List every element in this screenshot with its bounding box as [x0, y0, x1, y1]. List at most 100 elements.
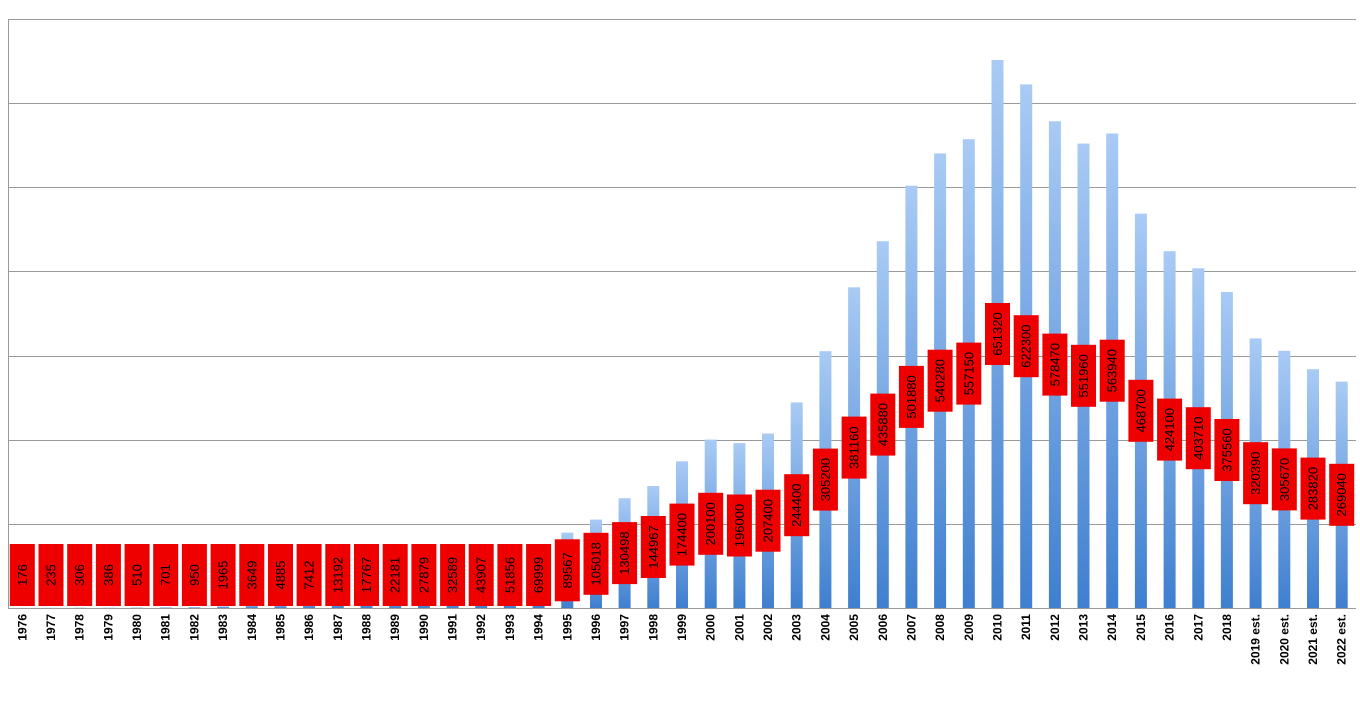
data-label-box	[1271, 448, 1297, 511]
x-tick-label: 1998	[646, 614, 660, 641]
data-label: 32589	[445, 557, 460, 593]
data-label: 69999	[531, 557, 546, 593]
data-label: 381160	[847, 426, 862, 468]
x-tick-label: 1995	[560, 614, 574, 641]
data-label-box	[382, 544, 408, 606]
data-label-box	[9, 544, 35, 606]
data-label: 130498	[617, 531, 632, 574]
x-tick-label: 1979	[101, 614, 115, 641]
x-tick-label: 1985	[274, 614, 288, 641]
data-label-box	[354, 544, 379, 606]
x-tick-label: 2022 est.	[1335, 614, 1349, 665]
data-label-box	[1071, 344, 1096, 407]
data-label: 7412	[302, 561, 317, 590]
data-label-box	[583, 532, 609, 595]
data-label-box	[181, 544, 207, 606]
data-label: 424100	[1162, 408, 1177, 451]
x-tick-label: 2006	[876, 614, 890, 641]
data-label: 435880	[875, 403, 890, 446]
x-tick-label: 1997	[618, 614, 632, 641]
data-label-box	[440, 544, 466, 606]
x-tick-label: 1991	[446, 614, 460, 641]
x-tick-label: 1999	[675, 614, 689, 641]
x-tick-label: 1988	[360, 614, 374, 641]
data-label: 386	[101, 564, 116, 586]
x-tick-label: 2013	[1077, 614, 1091, 641]
x-tick-label: 1983	[216, 614, 230, 641]
data-label: 43907	[474, 557, 489, 593]
x-tick-label: 2020 est.	[1277, 614, 1291, 665]
x-tick-label: 2021 est.	[1306, 614, 1320, 665]
x-tick-labels: 1976 1977 1978 1979 1980 1981 1982 1983 1984 1985…	[15, 614, 1348, 665]
x-tick-label: 2019 est.	[1249, 614, 1263, 665]
data-label-box	[268, 544, 293, 606]
data-label: 176	[15, 564, 30, 586]
data-label: 200100	[703, 502, 718, 545]
x-tick-label: 2001	[732, 614, 746, 641]
gridlines	[8, 19, 1356, 609]
data-label: 144967	[646, 525, 661, 568]
data-label-box	[296, 544, 322, 606]
data-label-box	[1099, 339, 1125, 402]
data-label-box	[554, 539, 580, 602]
data-label-box	[612, 522, 638, 585]
x-tick-label: 1980	[130, 614, 144, 641]
x-tick-label: 2015	[1134, 614, 1148, 641]
data-label: 651320	[990, 312, 1005, 355]
data-label-box	[898, 365, 924, 428]
data-label: 468700	[1133, 389, 1148, 432]
x-tick-label: 1990	[417, 614, 431, 641]
x-tick-label: 1989	[388, 614, 402, 641]
data-label: 27879	[416, 557, 431, 593]
data-label: 950	[187, 564, 202, 586]
data-label-box	[497, 544, 523, 606]
data-label: 305670	[1277, 458, 1292, 501]
x-tick-label: 1982	[187, 614, 201, 641]
x-tick-label: 2014	[1105, 614, 1119, 641]
data-label-box	[95, 544, 121, 606]
data-label-box	[38, 544, 64, 606]
data-label-box	[1214, 419, 1240, 481]
x-tick-label: 1986	[302, 614, 316, 641]
data-label-box	[784, 474, 810, 537]
data-label: 196000	[732, 504, 747, 547]
data-label-box	[1185, 407, 1211, 470]
data-label: 1965	[216, 561, 231, 590]
data-label: 578470	[1047, 343, 1062, 386]
data-label: 89567	[560, 552, 575, 588]
x-tick-label: 1992	[474, 614, 488, 641]
data-label-box	[1128, 379, 1154, 442]
data-label-box	[870, 393, 896, 456]
data-label-box	[325, 544, 351, 606]
data-label-box	[841, 416, 867, 479]
data-label: 510	[130, 564, 145, 586]
data-label-box	[927, 349, 953, 412]
x-tick-label: 2010	[991, 614, 1005, 641]
x-tick-label: 2017	[1191, 614, 1205, 641]
data-label-box	[956, 342, 982, 405]
bar	[159, 607, 172, 608]
bar	[217, 606, 230, 608]
x-tick-label: 2018	[1220, 614, 1234, 641]
data-label-box	[985, 303, 1010, 365]
data-label: 563940	[1105, 349, 1120, 392]
x-tick-label: 2007	[904, 614, 918, 641]
data-label: 235	[44, 564, 59, 586]
x-tick-label: 2009	[962, 614, 976, 641]
data-label: 283820	[1306, 467, 1321, 510]
data-label: 4885	[273, 561, 288, 590]
data-label: 501880	[904, 375, 919, 418]
data-label-box	[526, 544, 552, 606]
data-label-box	[755, 489, 781, 552]
x-tick-label: 2003	[790, 614, 804, 641]
x-tick-label: 1978	[73, 614, 87, 641]
data-label: 375560	[1219, 428, 1234, 471]
x-tick-label: 2000	[704, 614, 718, 641]
x-tick-label: 1984	[245, 614, 259, 641]
data-label-box	[698, 492, 724, 555]
x-tick-label: 1993	[503, 614, 517, 641]
x-tick-label: 2011	[1019, 614, 1033, 640]
x-tick-label: 2002	[761, 614, 775, 641]
data-label: 701	[158, 564, 173, 586]
